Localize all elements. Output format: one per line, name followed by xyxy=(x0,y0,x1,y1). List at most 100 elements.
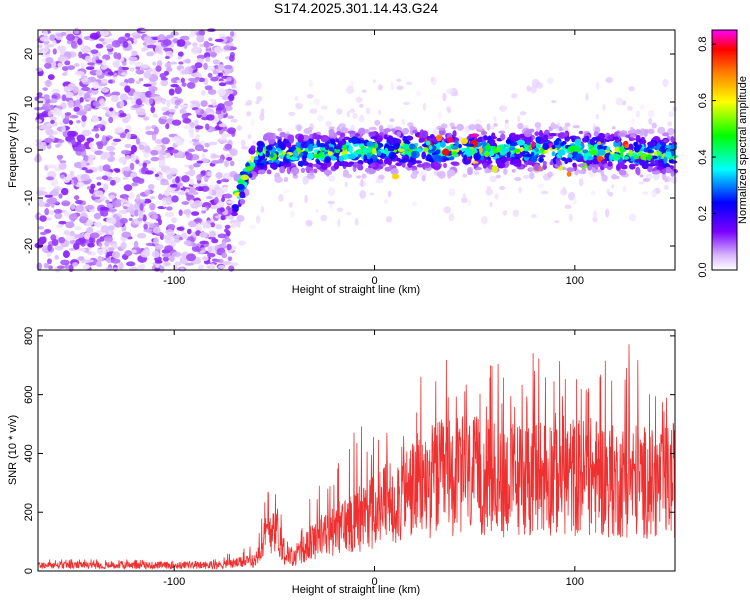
heat-cell xyxy=(45,176,55,181)
heat-cell xyxy=(218,265,226,269)
heat-cell xyxy=(154,260,163,264)
heat-cell xyxy=(633,154,640,160)
heat-cell xyxy=(150,156,160,162)
heat-cell xyxy=(224,160,229,168)
heat-cell xyxy=(491,146,497,151)
heat-cell xyxy=(280,143,286,151)
heat-cell xyxy=(223,45,231,51)
heat-cell xyxy=(118,262,124,270)
heat-cell xyxy=(61,125,66,132)
heat-cell xyxy=(143,198,152,204)
heat-cell xyxy=(266,169,272,175)
heat-cell xyxy=(214,38,224,43)
heat-cell xyxy=(313,98,321,106)
heat-cell xyxy=(130,144,137,153)
heat-cell xyxy=(415,90,421,97)
heat-cell xyxy=(320,105,328,110)
heat-cell xyxy=(526,141,531,146)
colorbar-ticks: 0.0 0.2 0.4 0.6 0.8 xyxy=(697,36,716,278)
heat-cell xyxy=(48,265,53,270)
heat-cell xyxy=(428,145,433,151)
heat-cell xyxy=(523,146,530,152)
heat-cell xyxy=(179,191,185,196)
heat-cell xyxy=(49,98,58,104)
heat-cell xyxy=(624,144,629,149)
heat-cell xyxy=(316,114,325,122)
heat-cell xyxy=(186,81,196,89)
heat-cell xyxy=(600,170,605,177)
heat-cell xyxy=(168,88,175,96)
heat-cell xyxy=(216,103,225,111)
heat-cell xyxy=(390,168,399,176)
y-tick-label: 200 xyxy=(23,503,35,521)
heat-cell xyxy=(171,217,178,224)
heat-cell xyxy=(330,156,337,161)
heat-cell xyxy=(475,166,482,171)
heat-cell xyxy=(135,98,143,106)
heat-cell xyxy=(564,204,572,210)
heat-cell xyxy=(44,208,50,216)
heat-cell xyxy=(538,154,546,158)
heat-cell xyxy=(77,38,83,46)
heat-cell xyxy=(61,66,69,71)
heat-cell xyxy=(138,77,144,82)
heat-cell xyxy=(201,206,207,211)
heat-cell xyxy=(146,44,157,49)
heat-cell xyxy=(199,43,204,48)
heat-cell xyxy=(401,118,406,126)
heat-cell xyxy=(462,193,467,198)
heat-cell xyxy=(389,118,395,122)
heat-cell xyxy=(130,172,138,177)
heat-cell xyxy=(377,84,383,91)
heat-cell xyxy=(102,183,109,191)
heat-cell xyxy=(57,62,63,68)
heat-cell xyxy=(83,259,94,263)
heat-cell xyxy=(96,123,103,129)
heat-cell xyxy=(217,88,227,97)
heat-cell xyxy=(111,251,121,259)
heat-cell xyxy=(298,134,305,141)
heat-cell xyxy=(137,209,143,216)
heat-cell xyxy=(648,117,653,125)
heat-cell xyxy=(456,123,464,131)
heat-cell xyxy=(183,240,192,246)
heat-cell xyxy=(350,136,359,145)
heat-cell xyxy=(135,159,140,165)
spectrogram-cells xyxy=(33,27,679,273)
heat-cell xyxy=(366,152,371,160)
heat-cell xyxy=(80,78,89,83)
heat-cell xyxy=(194,62,203,69)
heat-cell xyxy=(93,212,102,220)
heat-cell xyxy=(402,143,410,150)
heat-cell xyxy=(59,160,67,164)
x-tick-label: -100 xyxy=(163,576,185,588)
heat-cell xyxy=(35,67,43,72)
heat-cell xyxy=(364,129,370,134)
heat-cell xyxy=(121,231,132,238)
heat-cell xyxy=(210,76,219,82)
heat-cell xyxy=(217,64,225,72)
heat-cell xyxy=(194,144,205,152)
heat-cell xyxy=(146,51,155,57)
heat-cell xyxy=(227,115,235,120)
heat-cell xyxy=(153,126,159,135)
heat-cell xyxy=(221,252,228,259)
heat-cell xyxy=(490,125,495,130)
heat-cell xyxy=(119,93,129,101)
heat-cell xyxy=(443,206,452,214)
heat-cell xyxy=(148,223,156,229)
heat-cell xyxy=(210,51,217,58)
heat-cell xyxy=(466,143,475,147)
heat-cell xyxy=(90,183,96,189)
heat-cell xyxy=(236,214,245,222)
heat-cell xyxy=(122,61,127,66)
heat-cell xyxy=(89,148,97,152)
heat-cell xyxy=(663,184,669,190)
heat-cell xyxy=(519,111,527,116)
heat-cell xyxy=(480,141,488,146)
heat-cell xyxy=(522,174,530,180)
heat-cell xyxy=(74,99,81,108)
heat-cell xyxy=(295,102,303,110)
heat-cell xyxy=(441,156,448,160)
